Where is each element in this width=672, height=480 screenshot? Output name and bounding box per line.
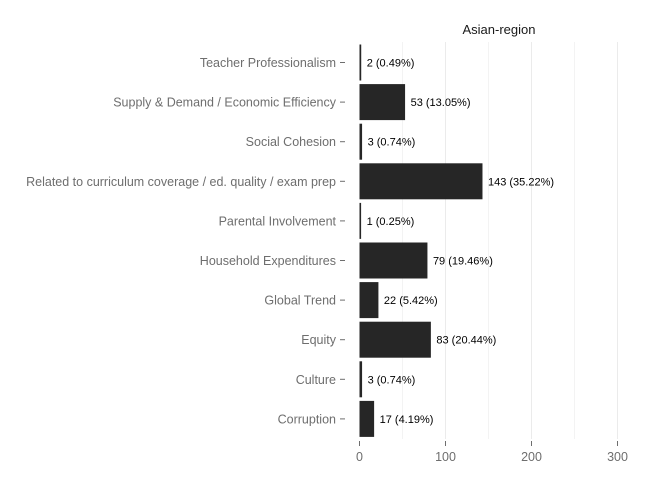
bar bbox=[359, 163, 483, 200]
x-axis-ticks: 0 100 200 300 bbox=[356, 441, 628, 464]
gridlines bbox=[402, 42, 618, 439]
bar bbox=[359, 361, 363, 398]
bar bbox=[359, 321, 431, 358]
data-label: 143 (35.22%) bbox=[488, 176, 554, 188]
bar bbox=[359, 282, 379, 319]
data-label: 79 (19.46%) bbox=[433, 256, 493, 268]
x-tick-label: 0 bbox=[356, 450, 363, 464]
bar bbox=[359, 400, 375, 437]
data-label: 2 (0.49%) bbox=[367, 58, 415, 70]
y-tick-label: Social Cohesion bbox=[246, 135, 336, 149]
x-tick-label: 100 bbox=[435, 450, 456, 464]
bar bbox=[359, 242, 428, 279]
y-tick-label: Culture bbox=[296, 373, 336, 387]
data-label: 17 (4.19%) bbox=[380, 414, 434, 426]
y-tick-label: Teacher Professionalism bbox=[200, 56, 336, 70]
y-tick-label: Global Trend bbox=[264, 294, 336, 308]
facet-title: Asian-region bbox=[463, 22, 536, 37]
x-tick-label: 300 bbox=[607, 450, 628, 464]
data-label: 53 (13.05%) bbox=[411, 97, 471, 109]
data-label: 3 (0.74%) bbox=[368, 374, 416, 386]
bars bbox=[359, 44, 483, 437]
bar bbox=[359, 202, 362, 239]
y-tick-label: Corruption bbox=[278, 412, 336, 426]
data-label: 83 (20.44%) bbox=[436, 335, 496, 347]
x-tick-label: 200 bbox=[521, 450, 542, 464]
y-tick-label: Supply & Demand / Economic Efficiency bbox=[113, 96, 337, 110]
bar bbox=[359, 84, 406, 121]
y-axis-labels: Teacher Professionalism Supply & Demand /… bbox=[26, 56, 345, 426]
y-tick-label: Related to curriculum coverage / ed. qua… bbox=[26, 175, 336, 189]
y-tick-label: Household Expenditures bbox=[200, 254, 336, 268]
bar bbox=[359, 123, 363, 160]
data-label: 3 (0.74%) bbox=[368, 137, 416, 149]
data-labels: 2 (0.49%) 53 (13.05%) 3 (0.74%) 143 (35.22%… bbox=[367, 58, 554, 426]
data-label: 22 (5.42%) bbox=[384, 295, 438, 307]
y-tick-label: Parental Involvement bbox=[219, 214, 337, 228]
data-label: 1 (0.25%) bbox=[367, 216, 415, 228]
y-tick-label: Equity bbox=[301, 333, 336, 347]
bar bbox=[359, 44, 362, 81]
